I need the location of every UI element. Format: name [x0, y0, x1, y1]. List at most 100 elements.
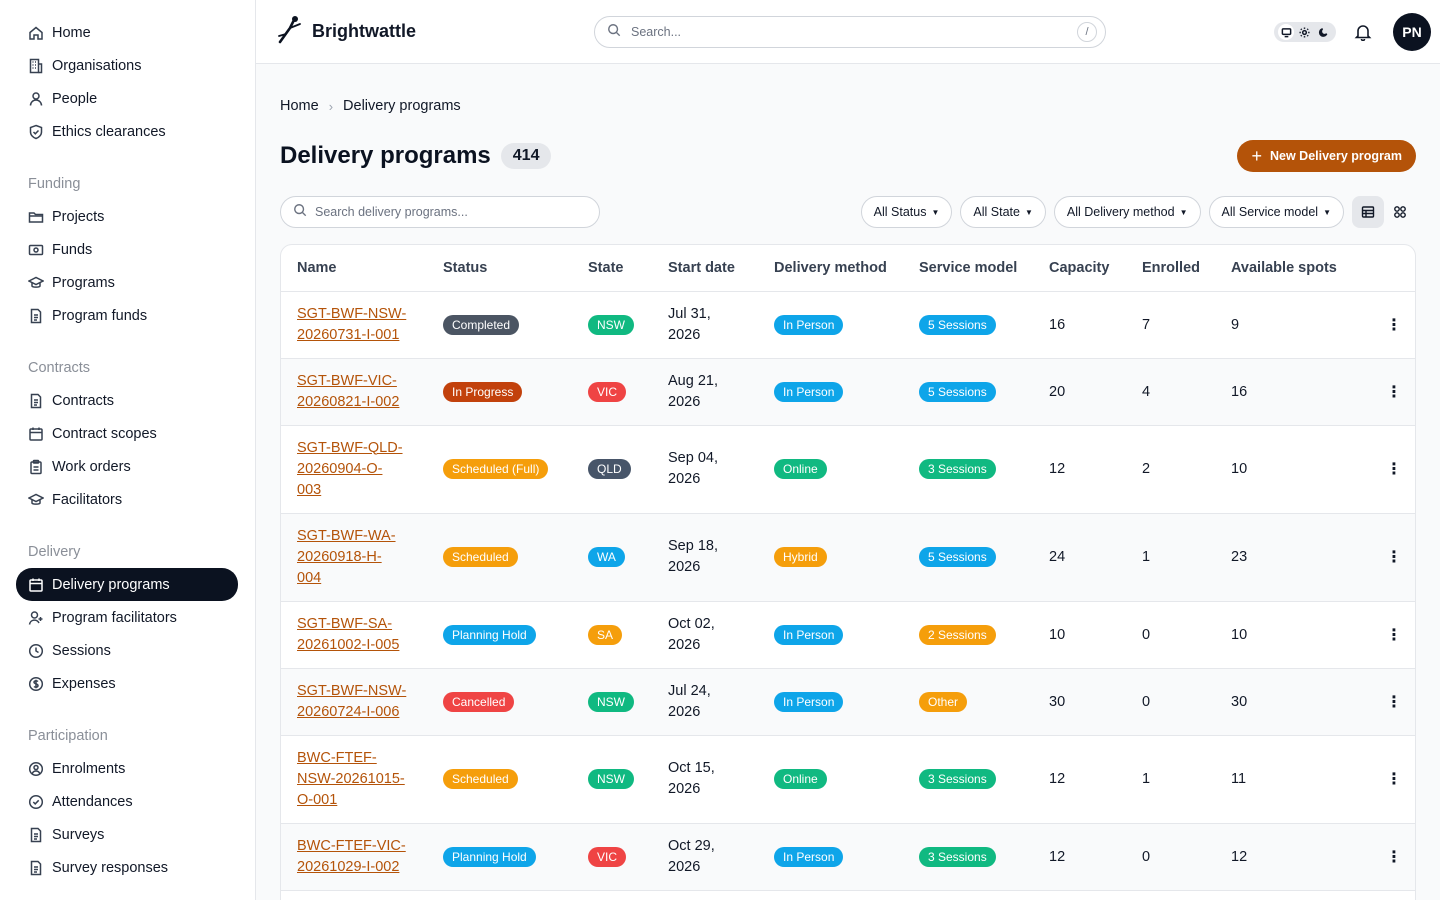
global-search[interactable]: /: [594, 16, 1106, 48]
document-icon: [28, 827, 44, 843]
status-filter-label: All Status: [873, 205, 927, 219]
sidebar-item-surveys[interactable]: Surveys: [16, 818, 238, 851]
program-name-link[interactable]: SGT-BWF-NSW- 20260731-I-001: [297, 304, 427, 346]
sidebar-item-enrolments[interactable]: Enrolments: [16, 752, 238, 785]
sidebar-item-label: Attendances: [52, 793, 133, 810]
status-badge: Scheduled (Full): [443, 459, 549, 479]
sidebar-item-label: Home: [52, 24, 91, 41]
program-name-link[interactable]: SGT-BWF-WA- 20260918-H- 004: [297, 526, 427, 589]
sidebar-item-programs[interactable]: Programs: [16, 266, 238, 299]
delivery-method-badge: In Person: [774, 846, 844, 867]
sun-icon[interactable]: [1297, 24, 1313, 40]
sidebar-item-contract-scopes[interactable]: Contract scopes: [16, 417, 238, 450]
row-actions-kebab-icon[interactable]: ⋮: [1355, 601, 1415, 669]
app-logo[interactable]: Brightwattle: [276, 14, 416, 49]
global-search-input[interactable]: [631, 25, 1051, 39]
sidebar-item-facilitators[interactable]: Facilitators: [16, 483, 238, 516]
program-name-line: SGT-BWF-QLD-: [297, 439, 403, 456]
delivery-method-badge: In Person: [774, 314, 844, 335]
table-search[interactable]: [280, 196, 600, 228]
sidebar-item-ethics-clearances[interactable]: Ethics clearances: [16, 115, 238, 148]
program-name-line: 20260731-I-001: [297, 326, 400, 343]
program-name-link[interactable]: SGT-BWF-QLD- 20260904-O- 003: [297, 438, 427, 501]
table-view-icon[interactable]: [1352, 196, 1384, 228]
table-row[interactable]: SGT-BWF-SA- 20261002-I-005 Planning Hold SA…: [281, 601, 1415, 669]
sidebar-item-attendances[interactable]: Attendances: [16, 785, 238, 818]
chevron-right-icon: ›: [328, 98, 334, 114]
table-row[interactable]: SGT-BWF-NSW- 20260731-I-001 Completed NSW Ju…: [281, 291, 1415, 359]
cell-available-spots: 12: [1215, 823, 1355, 891]
state-filter-dropdown[interactable]: All State ▼: [960, 196, 1046, 228]
row-actions-kebab-icon[interactable]: ⋮: [1355, 668, 1415, 736]
table-row[interactable]: SGT-BWF-QLD- 20260904-O- 003 Scheduled (Ful…: [281, 425, 1415, 514]
calendar-icon: [28, 577, 44, 593]
start-date-line: 2026: [668, 559, 701, 575]
cell-capacity: 16: [1033, 291, 1126, 359]
sidebar-item-home[interactable]: Home: [16, 16, 238, 49]
program-name-link[interactable]: SGT-BWF-NSW- 20260724-I-006: [297, 681, 427, 723]
cell-start-date: Aug 21, 2026: [652, 358, 758, 426]
column-header-capacity[interactable]: Capacity: [1033, 245, 1126, 292]
sidebar-item-label: Enrolments: [52, 760, 126, 777]
column-header-state[interactable]: State: [572, 245, 652, 292]
program-name-line: SGT-BWF-WA-: [297, 527, 396, 544]
cell-start-date: Oct 02, 2026: [652, 601, 758, 669]
column-header-name[interactable]: Name: [281, 245, 427, 292]
cell-status: In Progress: [427, 358, 572, 426]
breadcrumb-home[interactable]: Home: [280, 98, 319, 114]
monitor-icon[interactable]: [1278, 24, 1295, 40]
state-badge: WA: [588, 547, 625, 567]
sidebar-item-organisations[interactable]: Organisations: [16, 49, 238, 82]
sidebar-item-funds[interactable]: Funds: [16, 233, 238, 266]
column-header-enrolled[interactable]: Enrolled: [1126, 245, 1215, 292]
row-actions-kebab-icon[interactable]: ⋮: [1355, 513, 1415, 602]
sidebar-item-contracts[interactable]: Contracts: [16, 384, 238, 417]
program-name-link[interactable]: SGT-BWF-VIC- 20260821-I-002: [297, 371, 427, 413]
row-actions-kebab-icon[interactable]: ⋮: [1355, 358, 1415, 426]
new-delivery-program-button[interactable]: + New Delivery program: [1237, 140, 1416, 172]
row-actions-kebab-icon[interactable]: ⋮: [1355, 735, 1415, 824]
table-row[interactable]: SGT-BWF-VIC- 20260821-I-002 In Progress VIC…: [281, 358, 1415, 426]
sidebar-item-sessions[interactable]: Sessions: [16, 634, 238, 667]
row-actions-kebab-icon[interactable]: ⋮: [1355, 291, 1415, 359]
service-model-filter-dropdown[interactable]: All Service model ▼: [1208, 196, 1344, 228]
sidebar-item-delivery-programs[interactable]: Delivery programs: [16, 568, 238, 601]
state-badge: VIC: [588, 381, 627, 402]
sidebar-item-program-funds[interactable]: Program funds: [16, 299, 238, 332]
column-header-start-date[interactable]: Start date: [652, 245, 758, 292]
status-filter-dropdown[interactable]: All Status ▼: [860, 196, 953, 228]
sidebar-item-expenses[interactable]: Expenses: [16, 667, 238, 700]
table-row[interactable]: BWC-FTEF- NSW-20261015- O-001 Scheduled NSW O…: [281, 735, 1415, 824]
table-search-input[interactable]: [315, 205, 585, 219]
table-row[interactable]: SGT-BWF-NSW- 20260724-I-006 Cancelled NSW Ju…: [281, 668, 1415, 736]
sidebar-item-survey-responses[interactable]: Survey responses: [16, 851, 238, 884]
moon-icon[interactable]: [1316, 24, 1332, 40]
notifications-bell-icon[interactable]: [1354, 23, 1372, 42]
program-name-link[interactable]: BWC-FTEF-VIC- 20261029-I-002: [297, 836, 427, 878]
delivery-method-filter-dropdown[interactable]: All Delivery method ▼: [1053, 196, 1201, 228]
row-actions-kebab-icon[interactable]: ⋮: [1355, 823, 1415, 891]
row-actions-kebab-icon[interactable]: ⋮: [1355, 425, 1415, 514]
delivery-method-badge: In Person: [774, 691, 844, 712]
state-badge: VIC: [588, 846, 627, 867]
grid-view-icon[interactable]: [1384, 196, 1416, 228]
sidebar-item-work-orders[interactable]: Work orders: [16, 450, 238, 483]
column-header-status[interactable]: Status: [427, 245, 572, 292]
sidebar-item-program-facilitators[interactable]: Program facilitators: [16, 601, 238, 634]
sidebar-item-label: People: [52, 90, 98, 107]
cell-status: Cancelled: [427, 668, 572, 736]
sidebar-item-projects[interactable]: Projects: [16, 200, 238, 233]
column-header-available-spots[interactable]: Available spots: [1215, 245, 1355, 292]
table-row[interactable]: SGT-BWF-WA- 20260918-H- 004 Scheduled WA Sep …: [281, 513, 1415, 602]
cell-delivery-method: In Person: [758, 823, 903, 891]
table-row[interactable]: BWC-FTEF-VIC- 20261029-I-002 Planning Hold…: [281, 823, 1415, 891]
column-header-delivery-method[interactable]: Delivery method: [758, 245, 903, 292]
theme-toggle[interactable]: [1274, 22, 1336, 42]
sidebar-item-label: Programs: [52, 274, 115, 291]
program-name-link[interactable]: SGT-BWF-SA- 20261002-I-005: [297, 614, 427, 656]
program-name-link[interactable]: BWC-FTEF- NSW-20261015- O-001: [297, 748, 427, 811]
cell-available-spots: 10: [1215, 601, 1355, 669]
sidebar-item-people[interactable]: People: [16, 82, 238, 115]
user-avatar[interactable]: PN: [1393, 13, 1431, 51]
column-header-service-model[interactable]: Service model: [903, 245, 1033, 292]
